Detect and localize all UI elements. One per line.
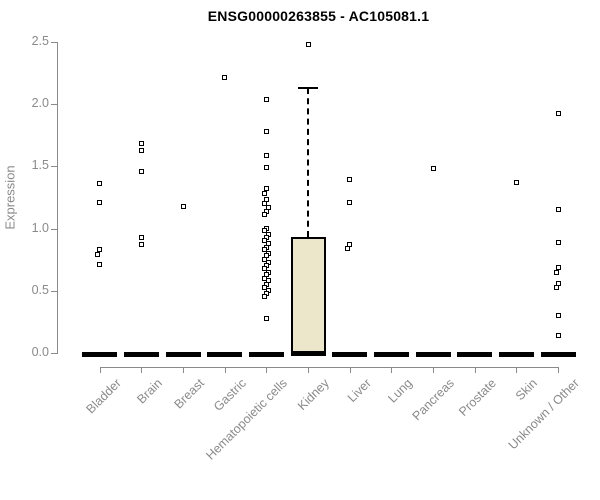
collapsed-box [123,351,159,357]
x-axis-tick [516,366,518,373]
collapsed-box [248,351,284,357]
x-axis-tick [308,366,310,373]
outlier-point [261,212,267,218]
outlier-point [138,234,144,240]
outlier-point [263,128,269,134]
outlier-point [138,141,144,147]
y-axis-tick [51,228,57,230]
outlier-point [263,164,269,170]
outlier-point [555,111,561,117]
outlier-point [261,284,267,290]
outlier-point [97,262,103,268]
y-axis-tick-label: 0.0 [31,345,49,359]
collapsed-box [457,351,493,357]
y-axis-tick [51,166,57,168]
outlier-point [555,313,561,319]
outlier-point [555,264,561,270]
outlier-point [261,228,267,234]
y-axis-tick-label: 1.0 [31,220,49,235]
median-line [290,350,326,356]
x-axis-tick [99,366,101,373]
x-axis-tick [266,366,268,373]
y-axis-tick [51,353,57,354]
y-axis-line [57,41,58,354]
outlier-point [263,96,269,102]
x-axis-tick [391,366,393,373]
outlier-point [263,152,269,158]
x-axis-tick [558,366,560,373]
collapsed-box [498,351,534,357]
y-axis-tick [51,104,57,105]
outlier-point [345,245,351,251]
outlier-point [180,203,186,209]
outlier-point [97,181,103,187]
x-axis-category-label: Unknown / Other [505,376,582,453]
outlier-point [261,191,267,197]
outlier-point [347,177,353,183]
outlier-point [95,252,101,258]
collapsed-box [373,351,409,357]
outlier-point [555,239,561,245]
x-axis-line [99,366,560,368]
outlier-point [97,247,103,253]
y-axis-title: Expression [2,165,18,230]
collapsed-box [207,351,243,357]
outlier-point [261,201,267,207]
outlier-point [263,186,269,192]
outlier-point [261,294,267,300]
outlier-point [555,333,561,339]
collapsed-box [415,351,451,357]
y-axis-tick-label: 1.5 [31,158,49,173]
outlier-point [513,179,519,185]
x-axis-tick [183,366,185,373]
x-axis-tick [474,366,476,373]
collapsed-box [165,351,201,357]
outlier-point [261,247,267,253]
x-axis-tick [349,366,351,373]
outlier-point [263,315,269,321]
outlier-point [138,168,144,174]
collapsed-box [332,351,368,357]
collapsed-box [540,351,576,357]
outlier-point [430,166,436,172]
outlier-point [347,199,353,205]
collapsed-box [82,351,118,357]
outlier-point [261,265,267,271]
outlier-point [222,75,228,81]
outlier-point [305,41,311,47]
box [290,237,326,353]
x-axis-tick [141,366,143,373]
y-axis-tick [51,41,57,43]
whisker-cap [298,86,319,89]
outlier-point [138,242,144,248]
outlier-point [97,199,103,205]
outlier-point [553,269,559,275]
x-axis-tick [433,366,435,373]
y-axis-tick-label: 2.0 [31,96,49,110]
y-axis-tick-label: 2.5 [31,33,49,48]
y-axis-tick [51,290,57,292]
outlier-point [555,207,561,213]
upper-whisker [307,87,310,238]
outlier-point [138,147,144,153]
y-axis-tick-label: 0.5 [31,282,49,297]
outlier-point [553,284,559,290]
x-axis-tick [224,366,226,373]
chart-title: ENSG00000263855 - AC105081.1 [207,8,430,24]
